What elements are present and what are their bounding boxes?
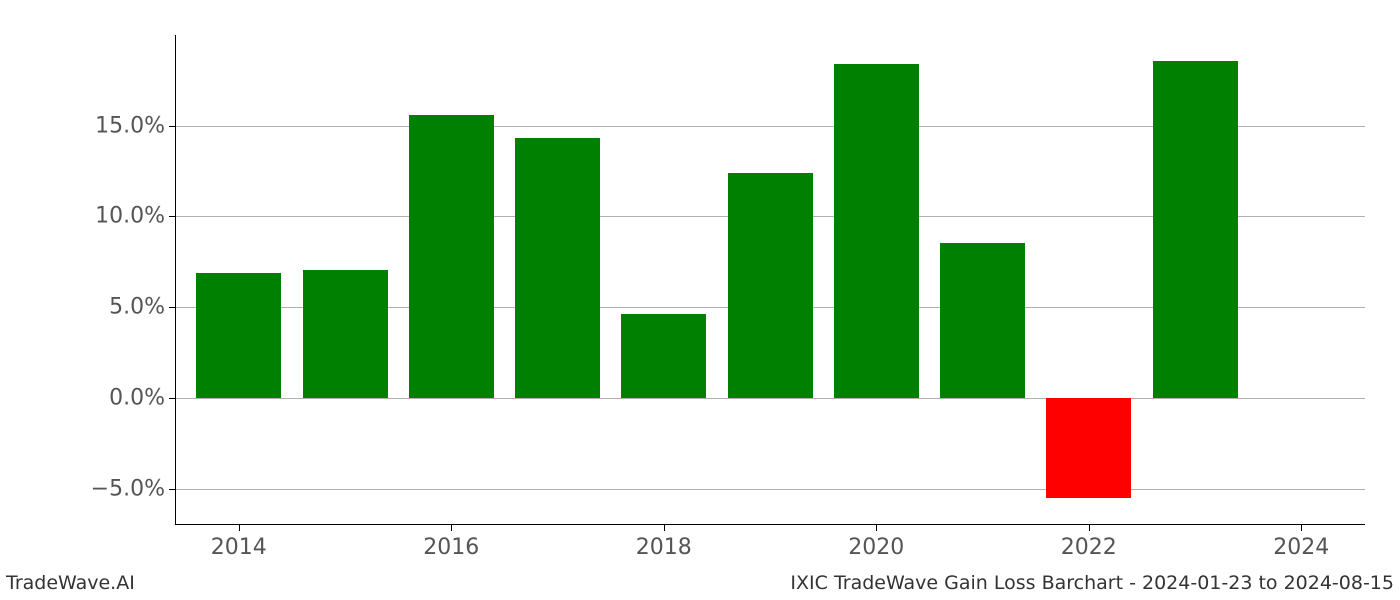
y-tick-label: 10.0% <box>95 204 175 229</box>
footer-right-text: IXIC TradeWave Gain Loss Barchart - 2024… <box>790 572 1394 594</box>
x-tick-label: 2014 <box>211 525 267 560</box>
bar <box>409 115 494 398</box>
x-tick-label: 2016 <box>423 525 479 560</box>
x-tick-label: 2020 <box>848 525 904 560</box>
chart-plot-area: −5.0%0.0%5.0%10.0%15.0%20142016201820202… <box>175 35 1365 525</box>
gridline <box>175 398 1365 399</box>
x-axis-spine <box>175 524 1365 525</box>
bar <box>621 314 706 397</box>
footer-left-text: TradeWave.AI <box>6 572 135 594</box>
x-tick-label: 2024 <box>1273 525 1329 560</box>
x-tick-label: 2022 <box>1061 525 1117 560</box>
bar <box>728 173 813 398</box>
bar <box>940 243 1025 398</box>
bar <box>834 64 919 398</box>
y-tick-label: 0.0% <box>109 385 175 410</box>
y-axis-spine <box>175 35 176 525</box>
bar <box>303 270 388 398</box>
bar <box>1153 61 1238 398</box>
y-tick-label: −5.0% <box>91 476 175 501</box>
x-tick-label: 2018 <box>636 525 692 560</box>
bar <box>1046 398 1131 498</box>
y-tick-label: 5.0% <box>109 295 175 320</box>
y-tick-label: 15.0% <box>95 113 175 138</box>
bar <box>196 273 281 398</box>
gridline <box>175 489 1365 490</box>
bar <box>515 138 600 398</box>
